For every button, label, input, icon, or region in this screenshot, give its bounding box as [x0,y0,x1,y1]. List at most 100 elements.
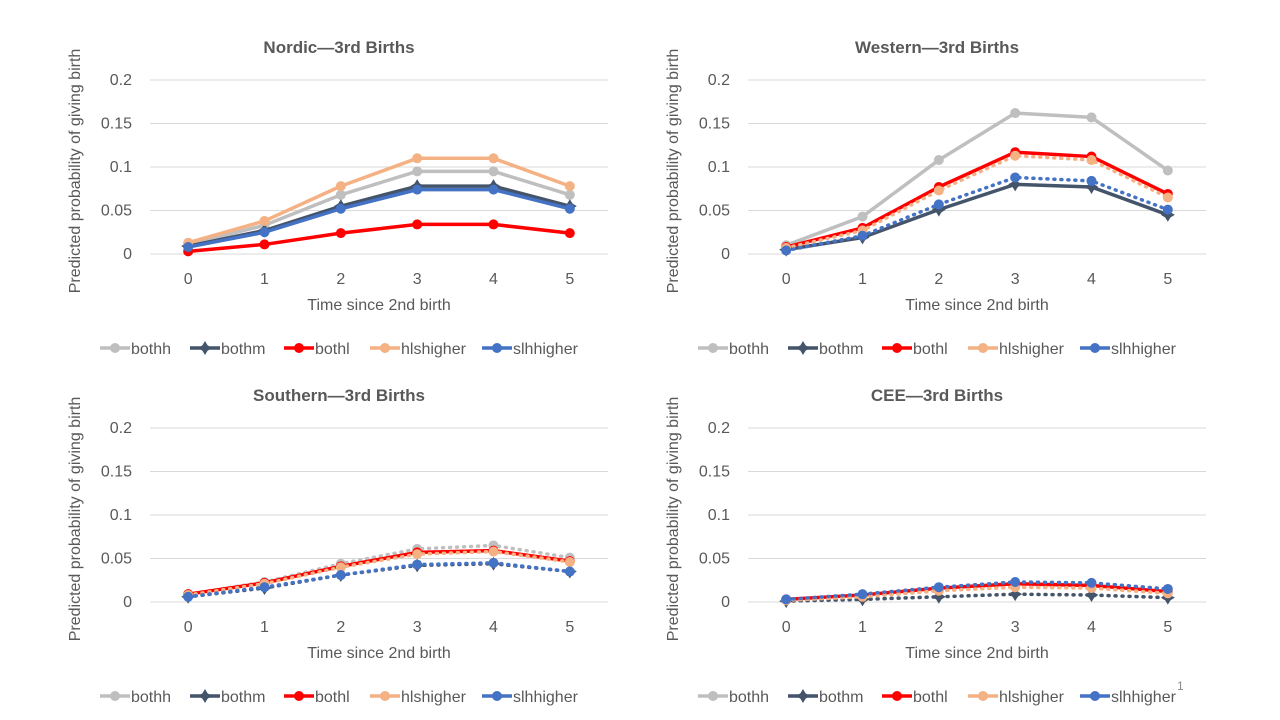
x-tick-label: 3 [413,619,422,636]
x-tick-label: 3 [1011,271,1020,288]
y-axis-label: Predicted probability of giving birth [67,397,84,642]
data-point-bothh [857,211,868,222]
chart-title: Southern—3rd Births [253,386,425,405]
y-tick-label: 0.05 [699,551,730,568]
series-line-bothh [784,111,1170,248]
x-tick-label: 0 [184,619,193,636]
data-point-bothh [488,166,499,177]
legend-label-bothh: bothh [131,341,171,358]
y-tick-label: 0 [123,594,132,611]
series-line-hlshigher [186,549,572,597]
y-tick-label: 0.1 [110,159,132,176]
series-line-bothm [784,592,1170,603]
y-tick-label: 0.05 [101,203,132,220]
page-number: 1 [1177,679,1184,693]
legend-marker-bothl [892,343,902,353]
data-point-slhhigher [1162,204,1173,215]
data-point-bothh [412,166,423,177]
data-point-bothm [1084,180,1099,194]
data-point-bothl [564,228,575,239]
x-tick-label: 0 [782,271,791,288]
chart-title: Nordic—3rd Births [263,38,414,57]
data-point-bothm [1008,177,1023,192]
y-tick-label: 0.2 [110,420,132,437]
legend-marker-bothh [708,343,718,353]
data-point-slhhigher [335,203,346,214]
legend-label-slhhigher: slhhigher [513,689,579,706]
legend-marker-slhhigher [1090,343,1100,353]
legend-label-bothl: bothl [315,341,350,358]
series-line-hlshigher [186,156,572,245]
legend-marker-hlshigher [978,343,988,353]
y-tick-label: 0 [123,246,132,263]
legend-label-slhhigher: slhhigher [1111,689,1177,706]
x-tick-label: 2 [336,619,345,636]
data-point-hlshigher [1010,150,1021,161]
chart-panel-3: Southern—3rd Births 0 0.05 0.1 0.15 0.2 0 1 2 3 4 5… [67,386,608,706]
data-point-slhhigher [933,582,944,593]
data-point-slhhigher [259,227,270,238]
y-tick-label: 0.2 [110,72,132,89]
data-point-slhhigher [335,570,346,581]
data-point-bothh [1010,108,1021,119]
x-tick-label: 3 [413,271,422,288]
x-tick-label: 5 [565,271,574,288]
data-point-bothl [259,239,270,250]
legend-marker-bothm [796,689,810,703]
series-line-slhhigher [784,580,1170,602]
legend-marker-bothl [294,691,304,701]
legend-label-slhhigher: slhhigher [1111,341,1177,358]
data-point-bothh [564,189,575,200]
data-point-slhhigher [1010,576,1021,587]
series-line-slhhigher [186,187,572,249]
data-point-hlshigher [412,549,423,560]
x-tick-label: 3 [1011,619,1020,636]
data-point-slhhigher [183,242,194,253]
series-line-bothl [186,222,572,254]
series-line-hlshigher [784,153,1170,250]
series-line-bothl [784,150,1170,249]
legend-marker-slhhigher [492,343,502,353]
x-tick-label: 1 [858,619,867,636]
y-tick-label: 0.15 [101,116,132,133]
data-point-hlshigher [1086,155,1097,166]
legend-marker-bothh [110,343,120,353]
data-point-slhhigher [857,230,868,241]
chart-title: CEE—3rd Births [871,386,1003,405]
x-axis-label: Time since 2nd birth [307,645,450,662]
x-tick-label: 1 [858,271,867,288]
y-tick-label: 0.1 [708,159,730,176]
x-tick-label: 4 [489,271,498,288]
data-point-bothh [1162,165,1173,176]
legend-label-bothh: bothh [131,689,171,706]
data-point-bothm [931,202,946,217]
x-tick-label: 2 [934,271,943,288]
legend-marker-bothm [198,689,212,703]
data-point-slhhigher [412,559,423,570]
legend-label-bothh: bothh [729,689,769,706]
legend-marker-slhhigher [492,691,502,701]
legend-marker-hlshigher [380,691,390,701]
data-point-bothm [931,589,946,604]
data-point-bothm [1008,587,1023,602]
x-tick-label: 5 [565,619,574,636]
y-tick-label: 0.05 [699,203,730,220]
legend-marker-bothh [110,691,120,701]
chart-panel-2: Western—3rd Births 0 0.05 0.1 0.15 0.2 0 1 2 3 4 5 T… [665,38,1206,358]
y-tick-label: 0.2 [708,420,730,437]
x-tick-label: 5 [1163,271,1172,288]
y-tick-label: 0.2 [708,72,730,89]
data-point-slhhigher [1162,583,1173,594]
x-tick-label: 1 [260,271,269,288]
x-axis-label: Time since 2nd birth [905,645,1048,662]
legend-label-bothh: bothh [729,341,769,358]
series-line-slhhigher [784,175,1170,253]
y-tick-label: 0.1 [708,507,730,524]
legend-label-bothm: bothm [221,341,265,358]
chart-panel-4: CEE—3rd Births 0 0.05 0.1 0.15 0.2 0 1 2 3 4 5 Time … [665,386,1206,706]
data-point-bothh [335,189,346,200]
data-point-bothm [1084,588,1099,602]
data-point-bothl [412,219,423,230]
